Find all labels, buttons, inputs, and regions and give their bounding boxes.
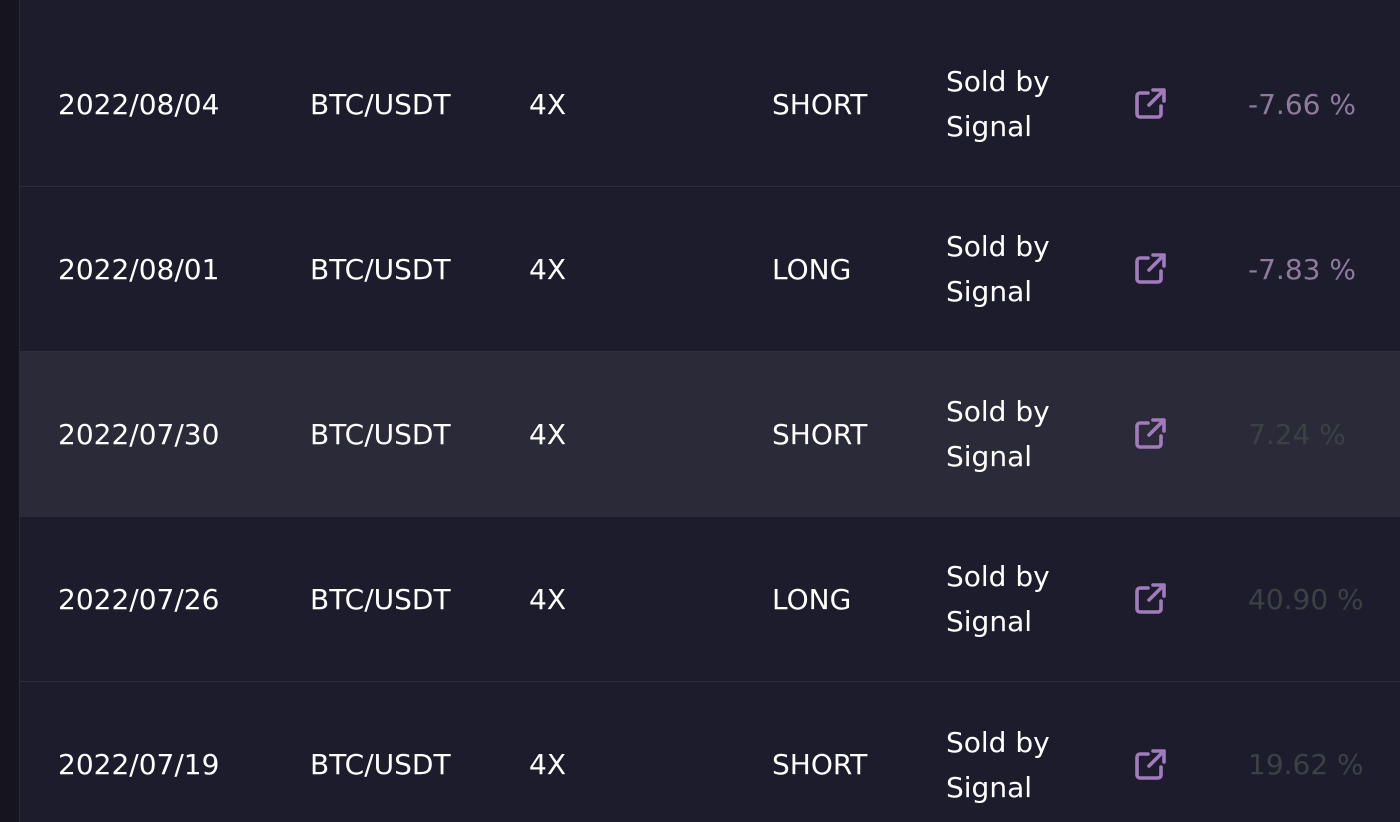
trade-status: Sold by Signal [946,560,1050,638]
left-scroll-gutter [0,0,20,822]
trade-link-button[interactable] [1130,352,1170,516]
trade-pnl: 7.24 % [1248,417,1346,451]
trade-pair: BTC/USDT [310,417,451,451]
trade-pnl: 19.62 % [1248,748,1364,781]
trade-leverage: 4X [529,748,566,781]
trade-leverage: 4X [529,417,566,451]
trade-date: 2022/08/01 [58,252,220,286]
external-link-icon[interactable] [1130,414,1170,454]
table-row: 2022/07/19 BTC/USDT 4X SHORT Sold by Sig… [20,682,1400,822]
trade-side: SHORT [772,87,868,121]
table-row: 2022/08/01 BTC/USDT 4X LONG Sold by Sign… [20,187,1400,352]
trade-date: 2022/07/19 [58,748,220,781]
trade-status: Sold by Signal [946,65,1050,143]
trade-pair: BTC/USDT [310,748,451,781]
external-link-icon[interactable] [1130,579,1170,619]
trade-side: LONG [772,252,852,286]
table-row: 2022/08/04 BTC/USDT 4X SHORT Sold by Sig… [20,22,1400,187]
trade-pnl: 40.90 % [1248,582,1364,616]
trade-pair: BTC/USDT [310,87,451,121]
external-link-icon[interactable] [1130,249,1170,289]
trade-link-button[interactable] [1130,517,1170,681]
trade-date: 2022/07/26 [58,582,220,616]
trade-side: SHORT [772,417,868,451]
trade-pnl: -7.83 % [1248,252,1356,286]
trade-history-table: 2022/08/04 BTC/USDT 4X SHORT Sold by Sig… [20,22,1400,822]
trade-side: LONG [772,582,852,616]
trade-status: Sold by Signal [946,395,1050,473]
trade-date: 2022/07/30 [58,417,220,451]
trade-side: SHORT [772,748,868,781]
external-link-icon[interactable] [1130,84,1170,124]
trade-status: Sold by Signal [946,230,1050,308]
table-row: 2022/07/26 BTC/USDT 4X LONG Sold by Sign… [20,517,1400,682]
trade-status: Sold by Signal [946,725,1050,804]
trade-link-button[interactable] [1130,682,1170,822]
trade-date: 2022/08/04 [58,87,220,121]
trade-link-button[interactable] [1130,187,1170,351]
table-row-hovered: 2022/07/30 BTC/USDT 4X SHORT Sold by Sig… [20,352,1400,517]
trade-pair: BTC/USDT [310,582,451,616]
trade-leverage: 4X [529,87,566,121]
trade-leverage: 4X [529,252,566,286]
trade-leverage: 4X [529,582,566,616]
trade-link-button[interactable] [1130,22,1170,186]
trade-pnl: -7.66 % [1248,87,1356,121]
trade-pair: BTC/USDT [310,252,451,286]
external-link-icon[interactable] [1130,745,1170,785]
